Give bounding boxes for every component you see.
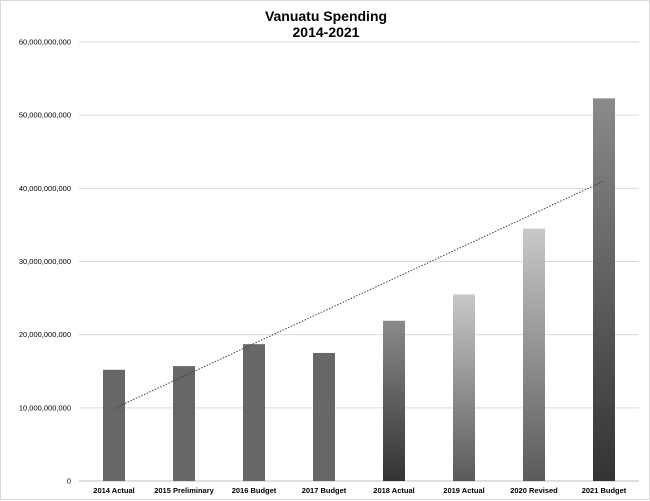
x-tick-label: 2017 Budget [302, 486, 347, 495]
bar [593, 98, 615, 482]
chart-title-line-2: 2014-2021 [293, 24, 360, 40]
x-tick-label: 2015 Preliminary [154, 486, 214, 495]
x-tick-label: 2019 Actual [443, 486, 484, 495]
gridlines [79, 41, 639, 482]
chart-title-line-1: Vanuatu Spending [265, 8, 387, 24]
y-tick-label: 10,000,000,000 [19, 403, 71, 412]
bar [313, 352, 335, 481]
bar [103, 369, 125, 481]
x-axis-ticks: 2014 Actual 2015 Preliminary 2016 Budget 20… [93, 486, 627, 495]
bar [453, 294, 475, 481]
y-tick-label: 20,000,000,000 [19, 330, 71, 339]
bar [383, 320, 405, 481]
x-tick-label: 2021 Budget [582, 486, 627, 495]
trendline-path [113, 180, 605, 410]
y-tick-label: 40,000,000,000 [19, 184, 71, 193]
y-tick-label: 60,000,000,000 [19, 38, 71, 47]
x-tick-label: 2016 Budget [232, 486, 277, 495]
bar [243, 344, 265, 481]
y-tick-label: 0 [67, 477, 71, 486]
x-tick-label: 2014 Actual [93, 486, 134, 495]
y-tick-label: 50,000,000,000 [19, 111, 71, 120]
bars [103, 98, 615, 482]
y-axis-ticks: 0 10,000,000,000 20,000,000,000 30,000,000,… [19, 38, 71, 486]
bar [173, 366, 195, 481]
x-tick-label: 2018 Actual [373, 486, 414, 495]
y-tick-label: 30,000,000,000 [19, 257, 71, 266]
x-tick-label: 2020 Revised [510, 486, 558, 495]
trendline [113, 180, 605, 410]
bar [523, 228, 545, 481]
